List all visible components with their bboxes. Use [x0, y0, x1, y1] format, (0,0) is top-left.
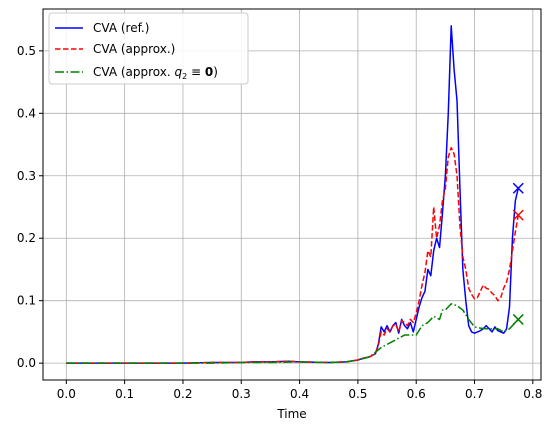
y-tick-label: 0.4	[17, 106, 36, 120]
y-tick-label: 0.5	[17, 44, 36, 58]
legend-label-ref: CVA (ref.)	[93, 21, 149, 35]
series-end-marker-2	[512, 313, 524, 325]
legend-q2-sub: 2	[182, 72, 187, 81]
x-tick-label: 0.7	[465, 387, 484, 401]
legend: CVA (ref.) CVA (approx.) CVA (approx. q2…	[48, 12, 249, 85]
ticks-layer: 0.0 0.1 0.2 0.3 0.4 0.5 0.6 0.7 0.8 0.0 0.1 0.2 0.3 0…	[17, 44, 542, 401]
series-layer	[66, 25, 524, 364]
series-line-2	[66, 303, 519, 364]
x-tick-label: 0.2	[173, 387, 192, 401]
x-tick-label: 0.6	[407, 387, 426, 401]
legend-q2-eq: ≡	[187, 65, 205, 79]
y-tick-label: 0.2	[17, 231, 36, 245]
axes-layer	[42, 8, 542, 381]
series-line-1	[66, 146, 519, 364]
y-tick-label: 0.3	[17, 169, 36, 183]
legend-label-approx: CVA (approx.)	[93, 42, 175, 56]
legend-frame	[48, 12, 249, 85]
x-tick-label: 0.0	[57, 387, 76, 401]
legend-q2-suffix: )	[213, 65, 218, 79]
series-end-marker-1	[512, 209, 524, 221]
legend-q2-var: q	[175, 65, 183, 79]
x-tick-label: 0.8	[523, 387, 542, 401]
x-axis-label: Time	[276, 407, 306, 421]
y-tick-label: 0.0	[17, 356, 36, 370]
x-tick-label: 0.3	[232, 387, 251, 401]
plot-frame	[42, 8, 542, 381]
series-end-marker-0	[512, 182, 524, 194]
legend-q2-bold: 0	[205, 65, 213, 79]
y-tick-label: 0.1	[17, 294, 36, 308]
legend-q2-prefix: CVA (approx.	[93, 65, 175, 79]
legend-label-approx-q2: CVA (approx. q2 ≡ 0)	[93, 65, 218, 81]
x-tick-label: 0.4	[290, 387, 309, 401]
x-tick-label: 0.5	[348, 387, 367, 401]
x-tick-label: 0.1	[115, 387, 134, 401]
